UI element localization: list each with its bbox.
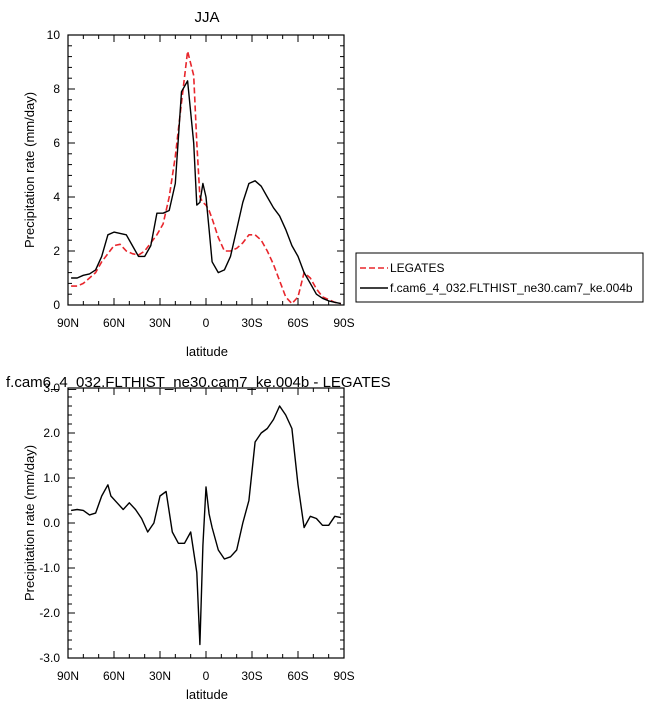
- x-tick-label: 60S: [287, 669, 308, 683]
- legend: LEGATES f.cam6_4_032.FLTHIST_ne30.cam7_k…: [355, 252, 644, 303]
- bottom-axis-ticks: 90N 60N 30N 0 30S 60S 90S -3.0 -2.0 -1.0 0.0 1.0 2.0…: [39, 381, 354, 683]
- legend-label-model: f.cam6_4_032.FLTHIST_ne30.cam7_ke.004b: [390, 281, 633, 295]
- bottom-y-axis-label: Precipitation rate (mm/day): [22, 445, 37, 601]
- legend-box: [355, 252, 644, 303]
- top-axis-ticks: 90N 60N 30N 0 30S 60S 90S 0 2 4 6 8 10: [47, 28, 355, 330]
- top-x-axis-label: latitude: [186, 344, 228, 359]
- y-tick-label: 2.0: [43, 426, 60, 440]
- x-tick-label: 30S: [241, 316, 262, 330]
- x-tick-label: 90N: [57, 316, 79, 330]
- y-tick-label: 4: [53, 190, 60, 204]
- y-tick-label: 10: [47, 28, 61, 42]
- y-tick-label: 8: [53, 82, 60, 96]
- bottom-plot-frame: [67, 387, 345, 659]
- bottom-plot-title: f.cam6_4_032.FLTHIST_ne30.cam7_ke.004b -…: [6, 374, 391, 391]
- y-tick-label: 0: [53, 298, 60, 312]
- series-line-0: [71, 50, 342, 305]
- x-tick-label: 30S: [241, 669, 262, 683]
- y-tick-label: 1.0: [43, 471, 60, 485]
- x-tick-label: 60N: [103, 669, 125, 683]
- y-tick-label: 0.0: [43, 516, 60, 530]
- bottom-panel: f.cam6_4_032.FLTHIST_ne30.cam7_ke.004b -…: [6, 374, 391, 702]
- top-y-axis-label: Precipitation rate (mm/day): [22, 92, 37, 248]
- x-tick-label: 60S: [287, 316, 308, 330]
- x-tick-label: 30N: [149, 669, 171, 683]
- y-tick-label: -2.0: [39, 606, 60, 620]
- y-tick-label: 3.0: [43, 381, 60, 395]
- x-tick-label: 0: [203, 316, 210, 330]
- x-tick-label: 30N: [149, 316, 171, 330]
- x-tick-label: 90N: [57, 669, 79, 683]
- bottom-x-axis-label: latitude: [186, 687, 228, 702]
- bottom-series-lines: [70, 405, 342, 646]
- series-line-1: [71, 80, 342, 305]
- legend-label-legates: LEGATES: [390, 261, 444, 275]
- y-tick-label: 2: [53, 244, 60, 258]
- x-tick-label: 90S: [333, 316, 354, 330]
- y-tick-label: -3.0: [39, 651, 60, 665]
- top-series-lines: [71, 50, 342, 305]
- top-plot-frame: [67, 34, 345, 306]
- x-tick-label: 90S: [333, 669, 354, 683]
- top-panel: JJA Precipitation rate (mm/day) latitude…: [22, 9, 355, 359]
- y-tick-label: -1.0: [39, 561, 60, 575]
- x-tick-label: 60N: [103, 316, 125, 330]
- y-tick-label: 6: [53, 136, 60, 150]
- x-tick-label: 0: [203, 669, 210, 683]
- top-plot-title: JJA: [194, 9, 219, 26]
- series-line-0: [70, 405, 342, 646]
